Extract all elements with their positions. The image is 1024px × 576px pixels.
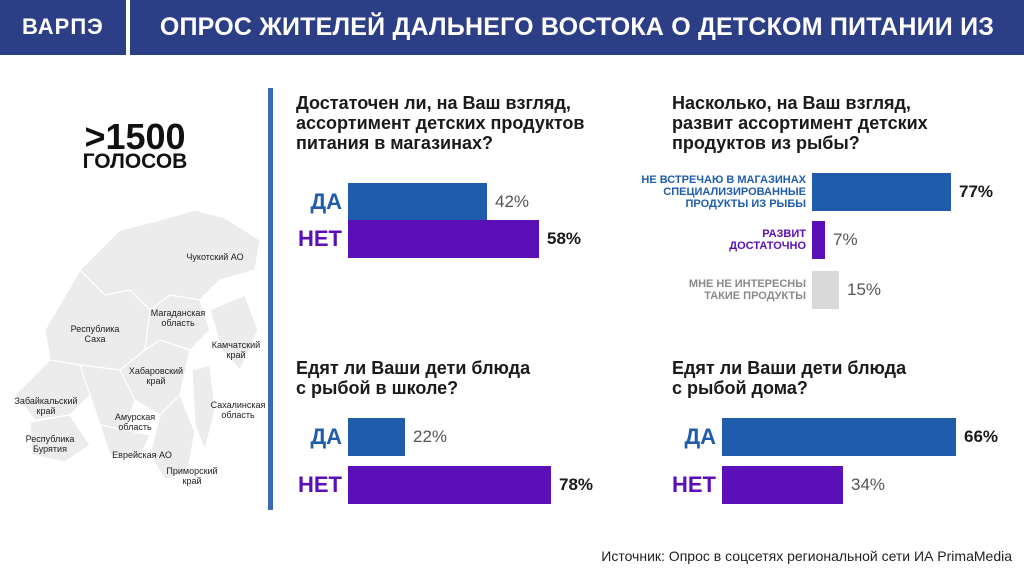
map-region-line: область: [161, 318, 195, 328]
bar: [812, 271, 839, 309]
chart-question-line: с рыбой дома?: [672, 378, 808, 398]
map-region-label: Приморский край: [152, 466, 232, 486]
logo: ВАРПЭ: [22, 14, 104, 39]
map-region-line: Саха: [84, 334, 106, 344]
map-region-label: Забайкальский край: [6, 396, 86, 416]
map-region-line: Сахалинская: [210, 400, 266, 410]
category-label: НЕ ВСТРЕЧАЮ В МАГАЗИНАХ СПЕЦИАЛИЗИРОВАННЫ…: [606, 174, 806, 210]
category-label-line: МНЕ НЕ ИНТЕРЕСНЫ: [688, 278, 806, 290]
category-label-line: РАЗВИТ: [762, 228, 806, 240]
chart-question-line: продуктов из рыбы?: [672, 133, 860, 153]
value-label: 7%: [833, 230, 858, 249]
map-shape: [14, 209, 261, 481]
chart-question: Едят ли Ваши дети блюда с рыбой в школе?: [296, 358, 530, 398]
category-label-line: СПЕЦИАЛИЗИРОВАННЫЕ: [663, 186, 806, 198]
map-region-line: Бурятия: [33, 444, 67, 454]
chart-question-line: питания в магазинах?: [296, 133, 493, 153]
map-region-line: Республика: [70, 324, 120, 334]
chart-question-line: Достаточен ли, на Ваш взгляд,: [296, 93, 571, 113]
value-label: 77%: [959, 182, 994, 201]
map-region-line: край: [146, 376, 166, 386]
chart-question: Едят ли Ваши дети блюда с рыбой дома?: [672, 358, 906, 398]
chart-question-line: с рыбой в школе?: [296, 378, 459, 398]
category-label: НЕТ: [672, 472, 716, 497]
votes-label: ГОЛОСОВ: [82, 150, 188, 173]
value-label: 42%: [495, 192, 530, 211]
map-region-line: Магаданская: [150, 308, 206, 318]
bar: [348, 466, 551, 504]
category-label: ДА: [310, 424, 342, 449]
map-region-line: Амурская: [114, 412, 156, 422]
category-label-line: ТАКИЕ ПРОДУКТЫ: [704, 290, 806, 302]
map-region-label: Республика Саха: [55, 324, 135, 344]
chart-question-line: Едят ли Ваши дети блюда: [672, 358, 907, 378]
bar: [348, 183, 487, 221]
map-region-line: Республика: [25, 434, 75, 444]
bar: [348, 418, 405, 456]
map-region-line: Чукотский АО: [186, 252, 244, 262]
category-label: НЕТ: [298, 472, 342, 497]
map-region-label: Сахалинская область: [198, 400, 278, 420]
map-region-label: Амурская область: [95, 412, 175, 432]
category-label-line: ПРОДУКТЫ ИЗ РЫБЫ: [685, 198, 807, 210]
map-region-label: Хабаровский край: [116, 366, 196, 386]
map-region-line: Забайкальский: [14, 396, 78, 406]
map-region-label: Республика Бурятия: [10, 434, 90, 454]
map-region-line: край: [182, 476, 202, 486]
value-label: 78%: [559, 475, 594, 494]
category-label: МНЕ НЕ ИНТЕРЕСНЫ ТАКИЕ ПРОДУКТЫ: [606, 278, 806, 302]
map-region-line: Камчатский: [211, 340, 261, 350]
header-divider: [126, 0, 130, 55]
votes-count: >1500: [84, 116, 186, 157]
bar: [812, 173, 951, 211]
map-region-line: Хабаровский: [128, 366, 184, 376]
far-east-map: Чукотский АО Магаданская область Республика…: [10, 200, 265, 500]
value-label: 58%: [547, 229, 582, 248]
page-title: ОПРОС ЖИТЕЛЕЙ ДАЛЬНЕГО ВОСТОКА О ДЕТСКОМ…: [159, 13, 995, 96]
source-note: Источник: Опрос в соцсетях региональной …: [601, 548, 1012, 564]
chart-question: Насколько, на Ваш взгляд, развит ассортим…: [672, 93, 928, 153]
category-label: РАЗВИТ ДОСТАТОЧНО: [606, 228, 806, 252]
value-label: 34%: [851, 475, 886, 494]
chart-question: Достаточен ли, на Ваш взгляд, ассортимент…: [296, 93, 584, 153]
chart-question-line: развит ассортимент детских: [672, 113, 928, 133]
category-label: ДА: [684, 424, 716, 449]
value-label: 66%: [964, 427, 999, 446]
header-bar: ВАРПЭ ОПРОС ЖИТЕЛЕЙ ДАЛЬНЕГО ВОСТОКА О Д…: [0, 0, 1024, 96]
chart-question-line: Насколько, на Ваш взгляд,: [672, 93, 911, 113]
map-region-line: край: [36, 406, 56, 416]
category-label-line: ДОСТАТОЧНО: [729, 240, 806, 252]
map-region-label: Чукотский АО: [175, 252, 255, 262]
bar: [812, 221, 825, 259]
category-label: ДА: [310, 189, 342, 214]
map-region-line: Приморский: [166, 466, 218, 476]
category-label-line: НЕ ВСТРЕЧАЮ В МАГАЗИНАХ: [641, 174, 806, 186]
map-region-label: Еврейская АО: [102, 450, 182, 460]
vertical-divider: [268, 88, 273, 510]
value-label: 15%: [847, 280, 882, 299]
map-region-line: край: [226, 350, 246, 360]
map-region-line: Еврейская АО: [112, 450, 172, 460]
map-region-label: Камчатский край: [196, 340, 276, 360]
category-label: НЕТ: [298, 226, 342, 251]
map-region-line: область: [118, 422, 152, 432]
chart-question-line: ассортимент детских продуктов: [296, 113, 585, 133]
bar: [348, 220, 539, 258]
value-label: 22%: [413, 427, 448, 446]
chart-question-line: Едят ли Ваши дети блюда: [296, 358, 531, 378]
bar: [722, 466, 843, 504]
map-region-line: область: [221, 410, 255, 420]
bar: [722, 418, 956, 456]
map-region-label: Магаданская область: [138, 308, 218, 328]
